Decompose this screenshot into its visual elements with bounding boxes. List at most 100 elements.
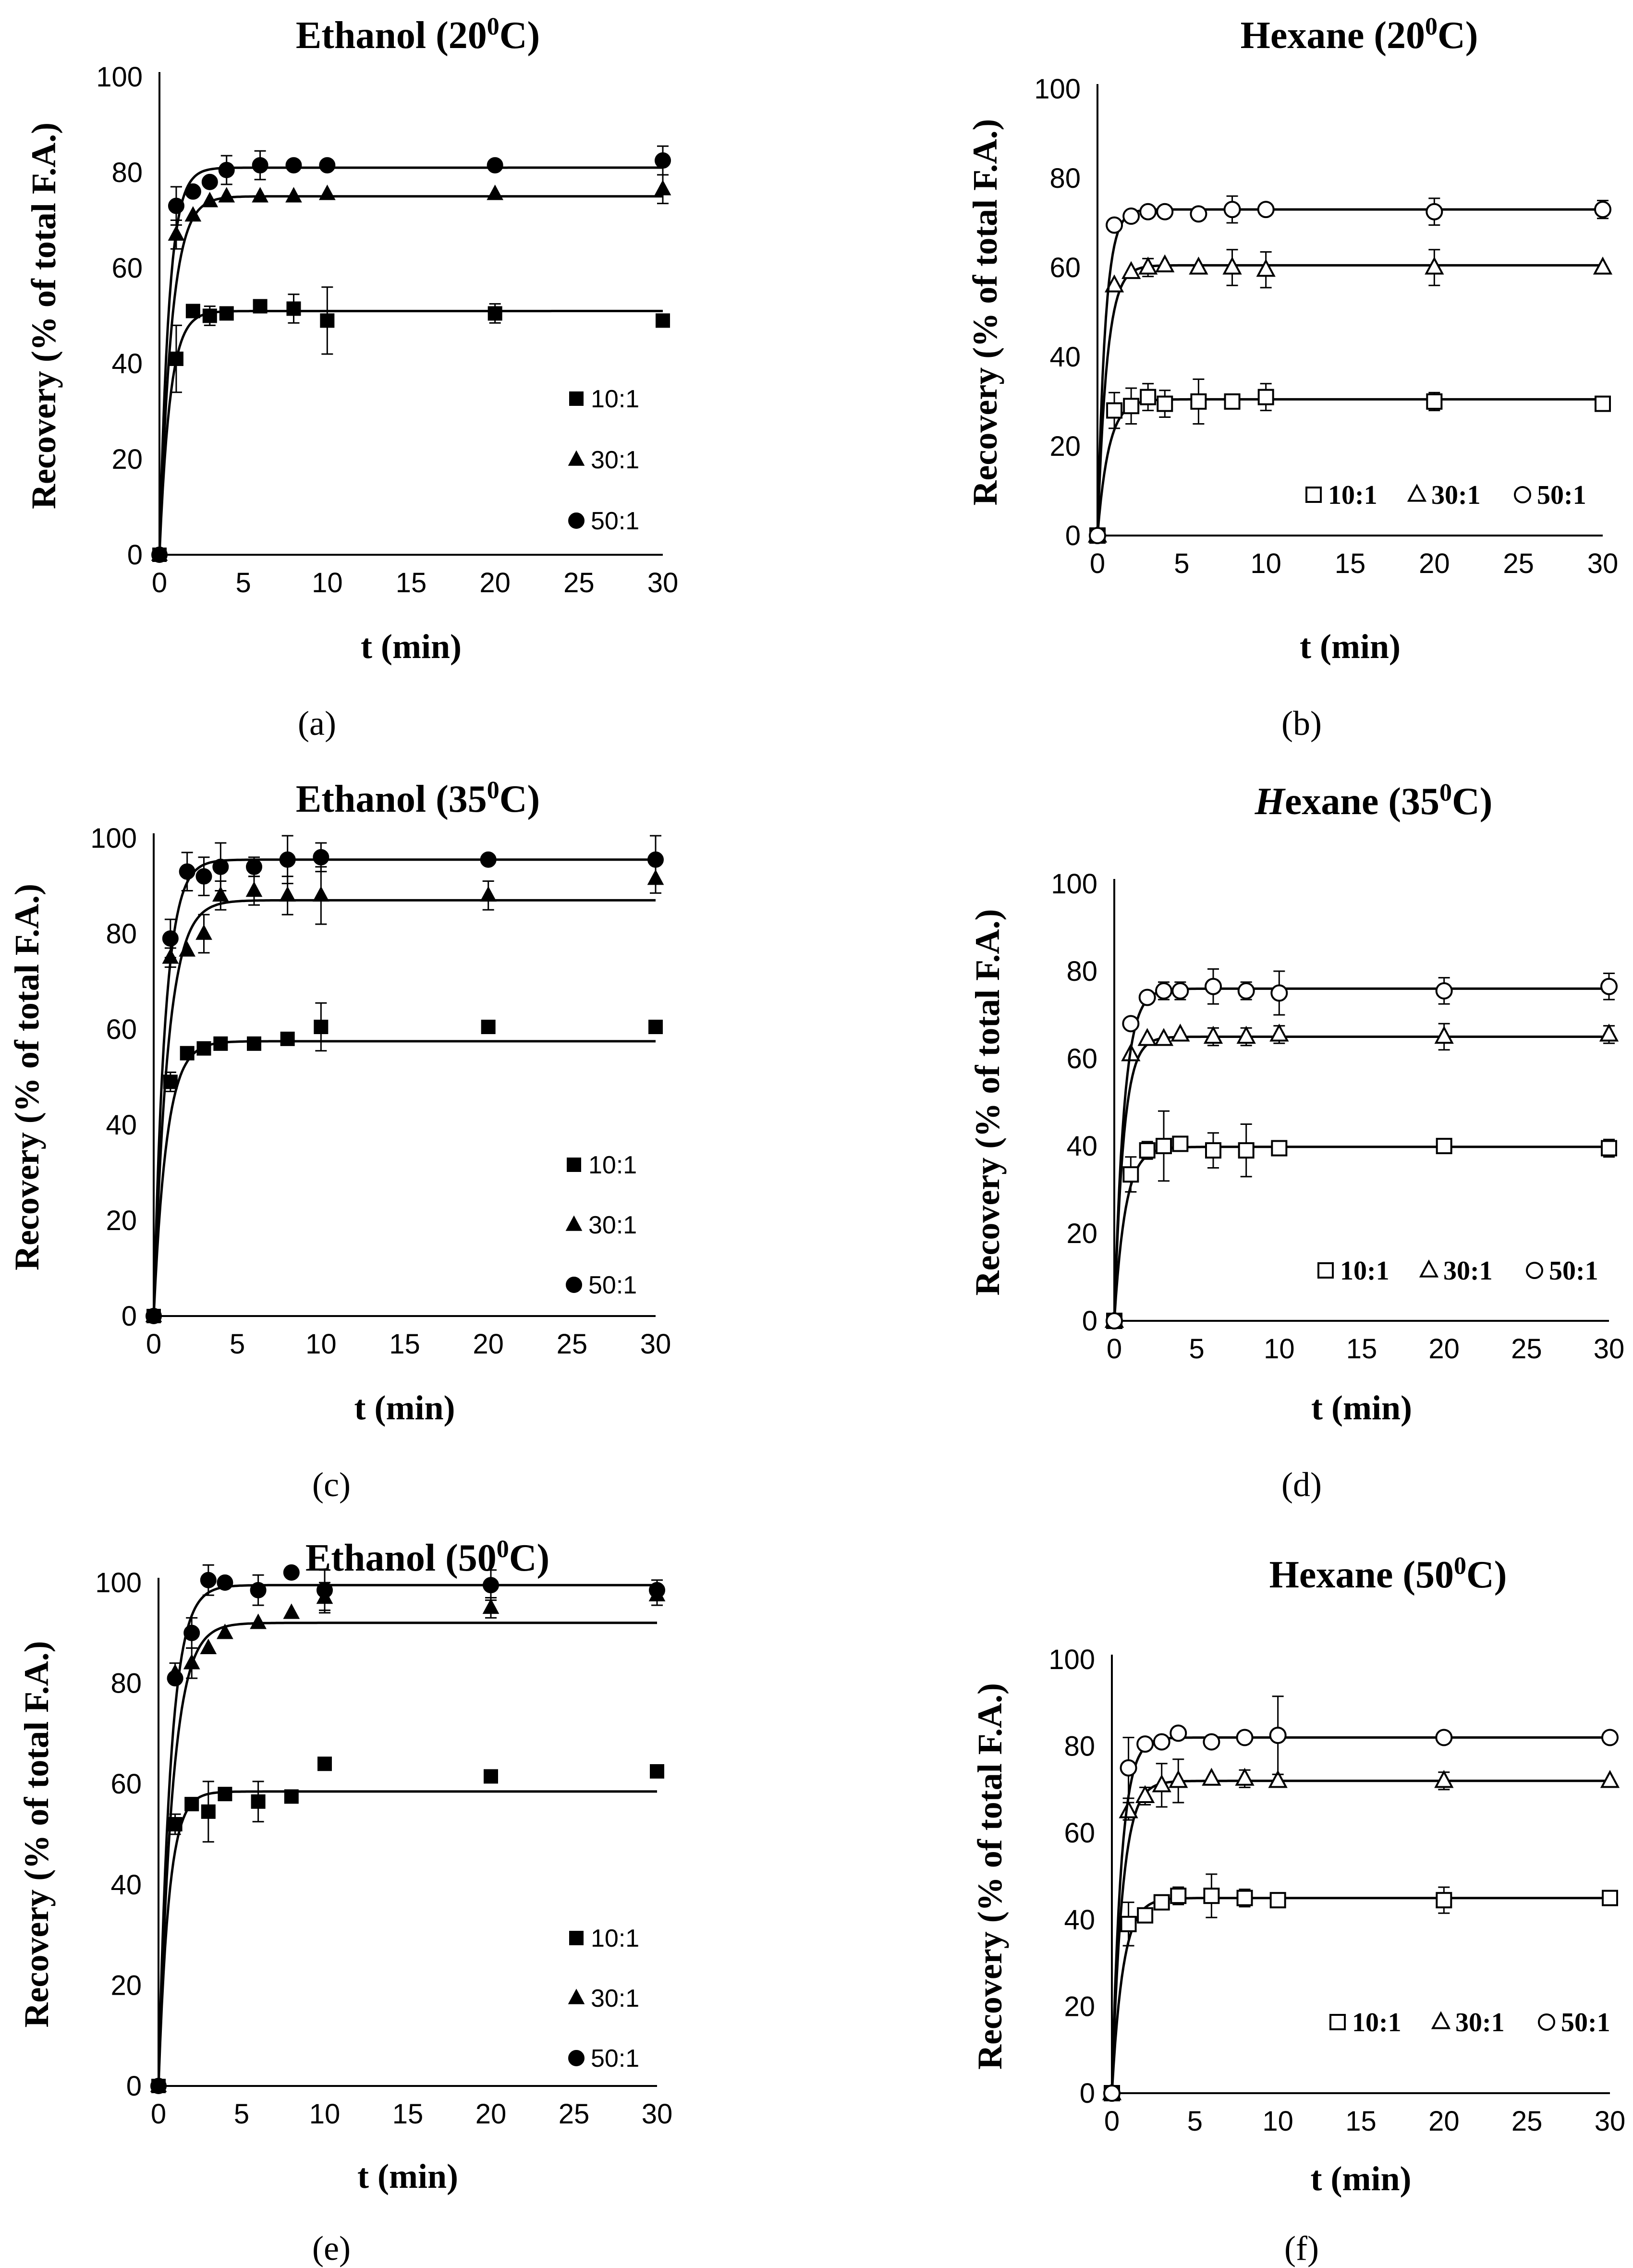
data-point	[1170, 1724, 1187, 1742]
data-point	[279, 886, 296, 902]
y-tick-label: 60	[110, 1768, 142, 1800]
y-tick-label: 40	[1064, 1904, 1095, 1936]
x-tick-label: 20	[479, 567, 511, 598]
fit-curve	[1096, 264, 1603, 536]
y-tick-label: 20	[1049, 431, 1081, 462]
series-10-1	[1089, 378, 1611, 544]
data-point	[1122, 1015, 1140, 1033]
x-tick-label: 10	[312, 567, 343, 598]
y-tick-label: 80	[110, 1668, 142, 1699]
data-point	[1256, 258, 1276, 277]
data-point	[286, 301, 301, 316]
x-tick-label: 20	[475, 2098, 507, 2130]
data-point	[279, 851, 296, 868]
fit-curve	[152, 858, 656, 1317]
x-tick-label: 0	[1107, 1333, 1122, 1365]
x-tick-label: 30	[1594, 1333, 1625, 1365]
legend-marker	[569, 391, 584, 406]
data-point	[212, 886, 229, 902]
data-point	[1236, 1729, 1254, 1746]
y-tick-label: 100	[1051, 868, 1097, 900]
data-point	[180, 1046, 195, 1061]
data-point	[1106, 402, 1123, 419]
legend-marker	[568, 1988, 585, 2004]
x-tick-label: 25	[1511, 1333, 1542, 1365]
series-10-1	[1106, 1110, 1617, 1329]
data-point	[1157, 395, 1173, 412]
x-tick-label: 25	[559, 2098, 590, 2130]
data-point	[1171, 982, 1189, 1000]
data-point	[482, 1598, 500, 1614]
data-point	[1269, 1727, 1287, 1744]
legend-label: 10:1	[1328, 480, 1377, 510]
data-point	[312, 886, 329, 902]
y-tick-label: 100	[96, 61, 143, 93]
data-point	[1170, 1024, 1190, 1042]
y-tick-label: 20	[106, 1205, 137, 1236]
data-point	[1137, 1907, 1154, 1924]
series-50-1	[1103, 1695, 1619, 2102]
data-point	[1594, 201, 1611, 219]
data-point	[1189, 256, 1208, 275]
y-tick-label: 100	[1048, 1644, 1095, 1675]
fit-curve	[157, 1622, 657, 2086]
x-tick-label: 15	[1345, 2106, 1377, 2137]
legend-label: 30:1	[591, 446, 639, 474]
data-point	[280, 1031, 295, 1046]
legend-marker	[569, 1931, 584, 1945]
x-tick-label: 5	[234, 2098, 249, 2130]
data-point	[1435, 1729, 1453, 1746]
data-point	[483, 1577, 499, 1594]
data-point	[212, 858, 229, 875]
series-10-1	[1104, 1873, 1618, 2101]
legend-marker	[1329, 2014, 1346, 2030]
chart-title: Hexane (350C)	[1255, 779, 1493, 823]
y-tick-label: 20	[1066, 1218, 1097, 1249]
data-point	[285, 157, 302, 174]
data-point	[1120, 1915, 1137, 1932]
data-point	[1202, 1768, 1221, 1786]
data-point	[1205, 1142, 1221, 1159]
data-point	[1434, 1770, 1454, 1788]
data-point	[162, 930, 179, 947]
panel-subcaption: (b)	[1281, 704, 1322, 743]
legend-label: 10:1	[588, 1151, 637, 1179]
data-point	[183, 1624, 200, 1641]
legend-marker	[568, 2050, 585, 2066]
legend-label: 30:1	[1455, 2008, 1505, 2037]
chart-panel-d: Hexane (350C) 0 5 10 15 20 25 30 0 20 40 60 80 100 t (…	[968, 779, 1624, 1504]
x-tick-label: 10	[309, 2098, 341, 2130]
chart-title: Hexane (500C)	[1269, 1552, 1507, 1596]
panel-subcaption: (f)	[1284, 2229, 1319, 2268]
legend-marker	[1514, 486, 1531, 503]
y-axis-label: Recovery (% of total F.A.)	[971, 1683, 1009, 2070]
data-point	[219, 306, 234, 321]
data-point	[1436, 1138, 1452, 1154]
y-tick-label: 80	[1066, 956, 1097, 987]
data-point	[1106, 1312, 1123, 1329]
data-point	[317, 1582, 333, 1598]
y-tick-label: 100	[95, 1567, 142, 1598]
y-tick-label: 40	[1066, 1131, 1097, 1162]
data-point	[285, 187, 302, 203]
data-point	[179, 863, 195, 880]
data-point	[647, 851, 664, 868]
legend-marker	[567, 1158, 581, 1172]
data-point	[318, 184, 336, 200]
data-point	[1152, 1774, 1171, 1792]
fit-curve	[158, 166, 663, 555]
x-tick-label: 10	[1262, 2106, 1293, 2137]
data-point	[1436, 1892, 1452, 1909]
y-tick-label: 60	[111, 253, 143, 284]
data-point	[1121, 261, 1141, 279]
x-tick-label: 30	[642, 2098, 673, 2130]
x-tick-label: 25	[1511, 2106, 1543, 2137]
legend-marker	[1407, 484, 1427, 502]
legend: 10:1 30:1 50:1	[1305, 480, 1586, 510]
data-point	[1190, 205, 1207, 223]
legend-label: 50:1	[1549, 1256, 1598, 1286]
data-point	[487, 306, 502, 321]
x-tick-label: 15	[389, 1329, 420, 1360]
data-point	[650, 1764, 664, 1779]
